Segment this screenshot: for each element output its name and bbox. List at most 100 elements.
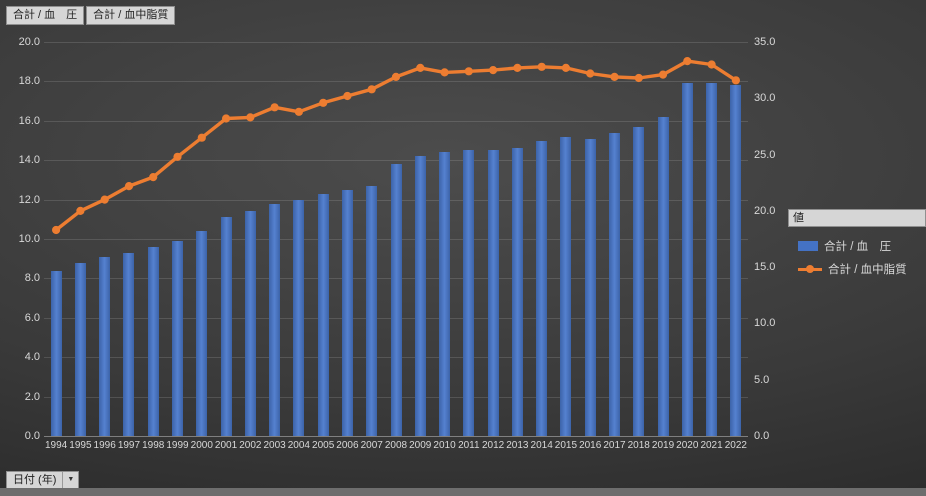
x-axis-tick: 2002 bbox=[239, 440, 262, 451]
x-axis-tick: 1999 bbox=[166, 440, 189, 451]
x-axis-tick: 1995 bbox=[69, 440, 92, 451]
line-marker bbox=[246, 113, 255, 122]
bar bbox=[463, 150, 475, 436]
y-axis-tick-right: 10.0 bbox=[754, 317, 776, 330]
x-axis-tick: 2019 bbox=[651, 440, 675, 451]
line-marker bbox=[52, 225, 61, 235]
gridline bbox=[44, 160, 748, 162]
x-axis-tick: 2006 bbox=[336, 440, 359, 451]
line-marker bbox=[586, 69, 595, 78]
y-axis-tick-left: 20.0 bbox=[18, 36, 40, 48]
bar bbox=[439, 152, 451, 436]
x-axis-tick: 2004 bbox=[287, 440, 310, 451]
bar bbox=[706, 83, 718, 436]
line-marker bbox=[610, 72, 619, 81]
x-axis-tick: 1997 bbox=[117, 440, 141, 451]
y-axis-tick-left: 2.0 bbox=[24, 390, 40, 403]
field-button-blood-lipid[interactable]: 合計 / 血中脂質 bbox=[86, 6, 176, 25]
bar bbox=[681, 83, 693, 436]
bar bbox=[730, 85, 742, 436]
line-series bbox=[52, 57, 741, 235]
date-field-button[interactable]: 日付 (年) ▼ bbox=[6, 471, 80, 489]
x-axis-tick: 2009 bbox=[409, 440, 432, 451]
y-axis-tick-right: 15.0 bbox=[754, 261, 776, 274]
x-axis-tick: 2016 bbox=[579, 440, 602, 451]
y-axis-tick-right: 0.0 bbox=[754, 430, 770, 442]
bar bbox=[317, 193, 329, 436]
line-marker bbox=[76, 206, 85, 215]
x-axis-tick: 1998 bbox=[142, 440, 165, 451]
x-axis-tick: 2003 bbox=[263, 440, 286, 451]
x-axis-tick: 2011 bbox=[458, 440, 480, 451]
bar bbox=[220, 217, 232, 436]
bar bbox=[50, 270, 62, 436]
legend-item-blood-pressure: 合計 / 血 圧 bbox=[798, 238, 891, 254]
bar bbox=[74, 262, 86, 436]
line-marker bbox=[658, 70, 668, 79]
x-axis-tick: 2018 bbox=[627, 440, 650, 451]
bar bbox=[536, 140, 548, 436]
x-axis-tick: 2000 bbox=[190, 440, 213, 451]
y-axis-tick-left: 8.0 bbox=[24, 272, 40, 285]
y-axis-tick-right: 20.0 bbox=[754, 204, 776, 217]
dropdown-arrow-icon[interactable]: ▼ bbox=[62, 472, 78, 488]
date-field-label: 日付 (年) bbox=[13, 474, 57, 486]
line-marker bbox=[124, 182, 134, 191]
y-axis-tick-right: 30.0 bbox=[754, 92, 776, 105]
line-marker bbox=[683, 57, 692, 66]
bar bbox=[99, 256, 111, 436]
x-axis-tick: 1994 bbox=[45, 440, 68, 451]
field-button-blood-pressure[interactable]: 合計 / 血 圧 bbox=[6, 6, 85, 25]
line-marker bbox=[513, 63, 522, 72]
bar bbox=[608, 132, 620, 436]
y-axis-tick-left: 10.0 bbox=[18, 233, 40, 245]
x-axis-tick: 2005 bbox=[312, 440, 335, 451]
bar-series-swatch-icon bbox=[798, 241, 818, 251]
y-axis-tick-right: 35.0 bbox=[754, 36, 776, 48]
bar bbox=[244, 211, 256, 436]
line-marker bbox=[343, 91, 352, 101]
x-axis-tick: 2014 bbox=[530, 440, 553, 451]
legend-item-label: 合計 / 血 圧 bbox=[824, 241, 892, 253]
bar bbox=[123, 252, 135, 436]
x-axis-tick: 2015 bbox=[554, 440, 578, 451]
line-path bbox=[54, 59, 738, 232]
line-marker bbox=[634, 73, 643, 83]
line-marker bbox=[149, 173, 158, 182]
legend-item-label: 合計 / 血中脂質 bbox=[828, 264, 907, 276]
gridline bbox=[44, 120, 748, 122]
line-series-swatch-icon bbox=[798, 264, 822, 274]
x-axis-tick: 2001 bbox=[214, 440, 238, 451]
y-axis-tick-left: 0.0 bbox=[24, 430, 40, 442]
bar bbox=[487, 150, 499, 436]
gridline bbox=[44, 42, 748, 43]
x-axis-tick: 2022 bbox=[724, 440, 747, 451]
legend-title: 値 bbox=[788, 209, 926, 227]
line-marker bbox=[367, 85, 376, 94]
line-marker bbox=[270, 103, 279, 112]
x-axis-tick: 2010 bbox=[433, 440, 456, 451]
y-axis-tick-right: 25.0 bbox=[754, 148, 776, 161]
y-axis-tick-right: 5.0 bbox=[754, 373, 770, 386]
bar bbox=[147, 246, 159, 436]
bar bbox=[657, 116, 669, 436]
y-axis-tick-left: 4.0 bbox=[24, 351, 40, 364]
x-axis-tick: 2008 bbox=[384, 440, 408, 451]
line-marker bbox=[707, 60, 716, 69]
window-bottom-strip bbox=[0, 488, 926, 496]
line-marker bbox=[319, 98, 328, 107]
bar bbox=[269, 203, 281, 436]
line-marker bbox=[391, 72, 401, 81]
x-axis-line bbox=[44, 436, 748, 437]
y-axis-tick-left: 6.0 bbox=[24, 311, 40, 324]
legend-item-blood-lipid: 合計 / 血中脂質 bbox=[798, 261, 907, 277]
line-marker bbox=[731, 76, 741, 85]
line-marker bbox=[440, 68, 449, 77]
y-axis-tick-left: 18.0 bbox=[18, 75, 40, 88]
bar bbox=[584, 138, 596, 436]
bar bbox=[560, 136, 572, 436]
bar bbox=[293, 199, 305, 436]
bar bbox=[172, 240, 184, 436]
y-axis-tick-left: 16.0 bbox=[18, 114, 40, 127]
